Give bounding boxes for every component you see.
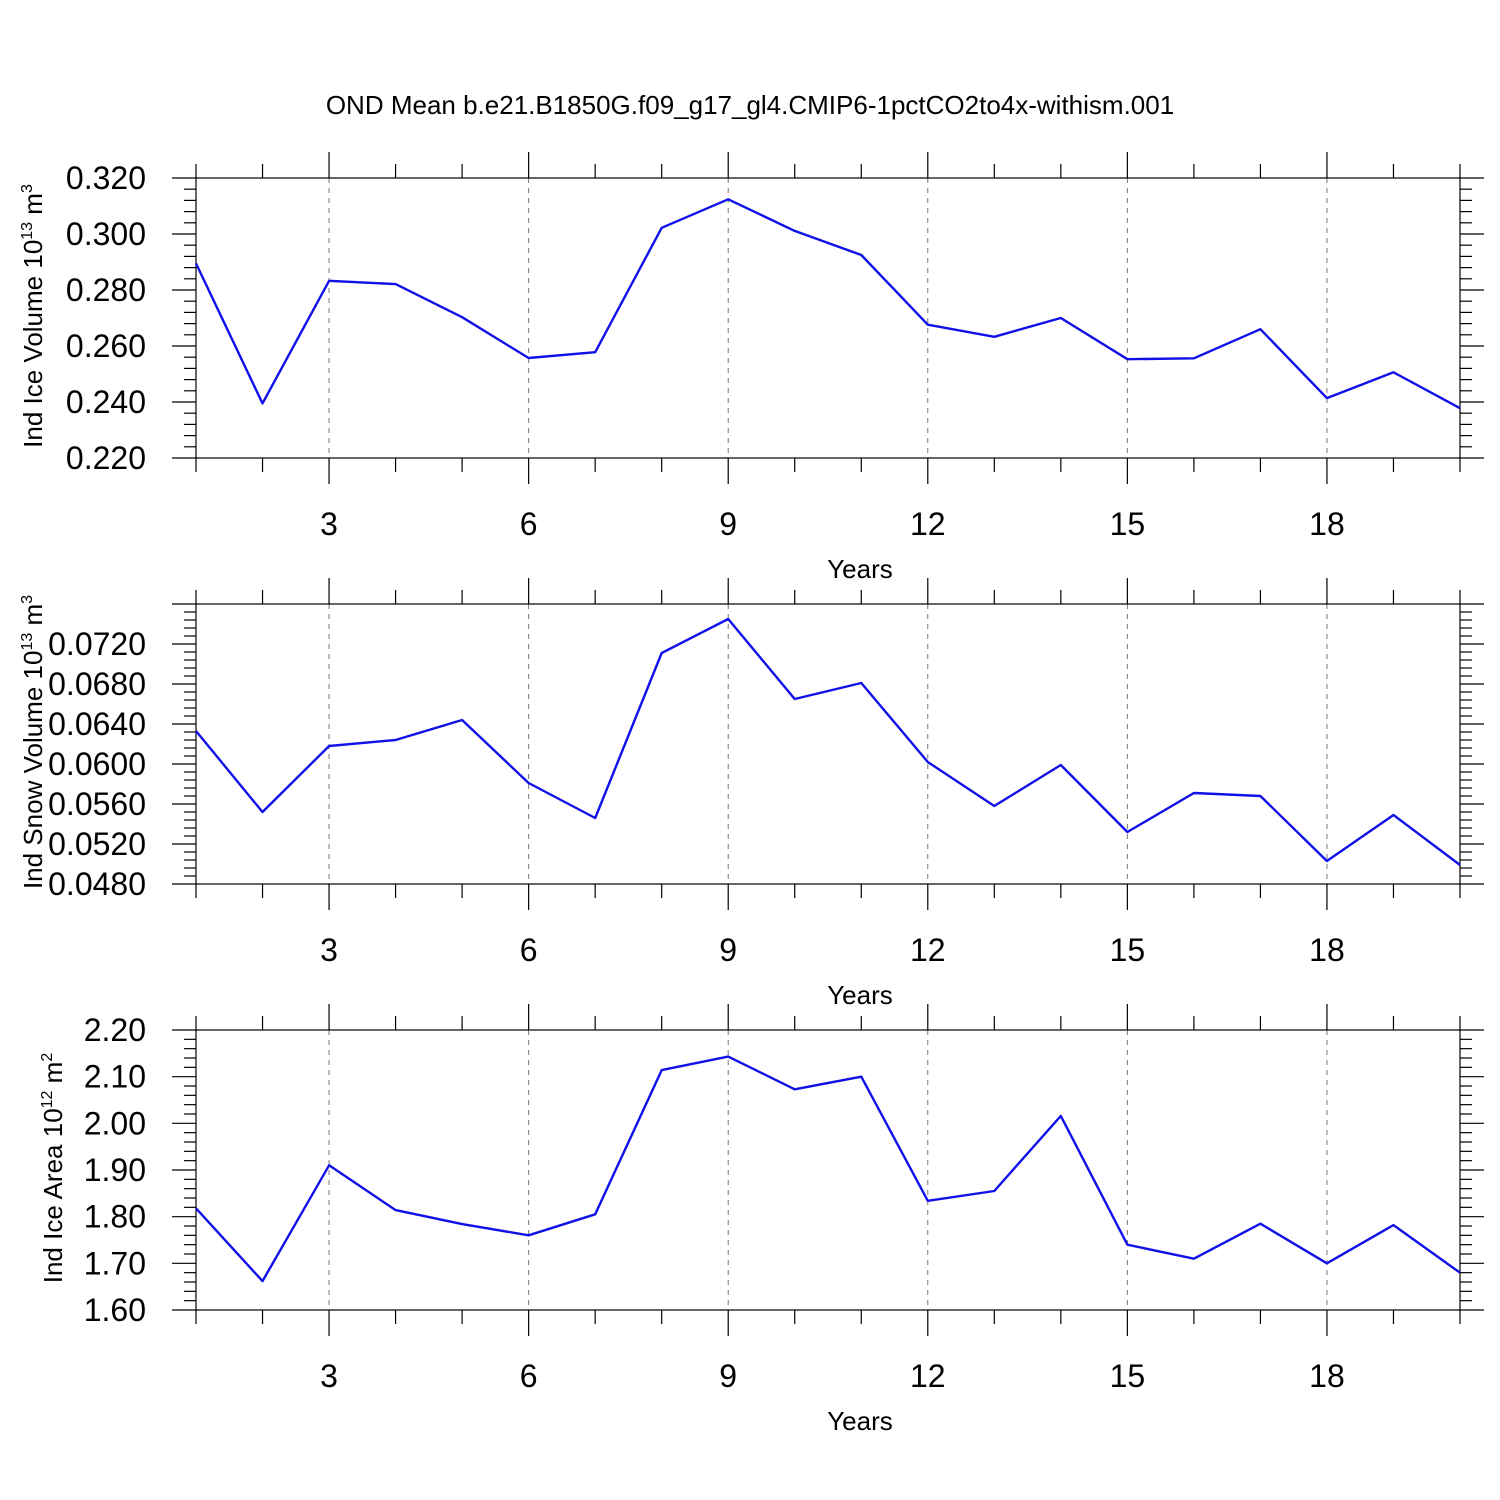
y-axis-label-exponent: 13 [19,633,36,651]
plot-frame [195,177,1461,459]
y-tick-label: 1.90 [84,1152,146,1188]
x-axis-label: Years [827,554,893,584]
y-axis-label: Ind Snow Volume 1013 m3 [18,595,48,889]
y-tick-label: 0.220 [66,440,146,476]
x-tick-label: 15 [1110,1358,1146,1394]
y-axis-label: Ind Ice Area 1012 m2 [38,1053,68,1284]
y-tick-label: 0.300 [66,216,146,252]
panels: 3 6 9 12 15 18 0.220 0.240 0.260 0.280 0.300 0.320 Y… [18,152,1484,1436]
y-axis-label-exponent: 13 [19,222,36,240]
y-axis-label-unit-exponent: 3 [19,184,36,193]
y-tick-label: 0.0480 [48,866,146,902]
y-axis-label-unit-exponent: 2 [39,1053,56,1062]
y-tick-label: 0.320 [66,160,146,196]
y-tick-label: 1.80 [84,1199,146,1235]
plot-frame [195,1029,1461,1311]
chart-title: OND Mean b.e21.B1850G.f09_g17_gl4.CMIP6-… [326,90,1174,120]
panel-1: 3 6 9 12 15 18 0.220 0.240 0.260 0.280 0.300 0.320 Y… [18,152,1484,584]
x-tick-label: 3 [320,1358,338,1394]
y-axis-label-unit-exponent: 3 [19,595,36,604]
y-tick-label: 0.0600 [48,746,146,782]
y-axis-label-unit: m [38,1062,68,1091]
y-tick-label: 0.0520 [48,826,146,862]
x-tick-label: 12 [910,932,946,968]
x-tick-label: 6 [520,506,538,542]
x-tick-label: 15 [1110,932,1146,968]
x-tick-label: 18 [1309,932,1345,968]
y-tick-label: 0.0560 [48,786,146,822]
x-tick-label: 12 [910,506,946,542]
y-tick-label: 0.0720 [48,626,146,662]
y-axis-label-text: Ind Ice Volume 10 [18,240,48,448]
y-tick-label: 0.0680 [48,666,146,702]
y-axis-label-unit: m [18,604,48,633]
x-tick-label: 9 [719,506,737,542]
y-tick-label: 0.0640 [48,706,146,742]
x-tick-label: 9 [719,932,737,968]
y-tick-label: 1.60 [84,1292,146,1328]
x-tick-label: 9 [719,1358,737,1394]
y-axis-label-exponent: 12 [39,1090,56,1108]
x-tick-label: 3 [320,932,338,968]
y-tick-label: 0.280 [66,272,146,308]
x-tick-label: 6 [520,1358,538,1394]
series-line [195,1055,1461,1283]
x-tick-label: 3 [320,506,338,542]
y-tick-label: 2.20 [84,1012,146,1048]
panel-2: 3 6 9 12 15 18 0.0480 0.0520 0.0560 0.0600 0.0640 0… [18,578,1484,1010]
y-axis-label-text: Ind Ice Area 10 [38,1108,68,1283]
y-tick-label: 0.260 [66,328,146,364]
y-axis-label: Ind Ice Volume 1013 m3 [18,184,48,448]
series-line [194,198,1461,410]
panel-3: 3 6 9 12 15 18 1.60 1.70 1.80 1.90 2.00 2.10 2.20 Yea… [38,1004,1484,1436]
y-tick-label: 2.00 [84,1105,146,1141]
x-tick-label: 15 [1110,506,1146,542]
x-axis-label: Years [827,980,893,1010]
x-tick-label: 18 [1309,1358,1345,1394]
x-tick-label: 6 [520,932,538,968]
x-axis-label: Years [827,1406,893,1436]
series-line [195,617,1461,866]
y-tick-label: 0.240 [66,384,146,420]
x-tick-label: 18 [1309,506,1345,542]
y-axis-label-unit: m [18,193,48,222]
y-tick-label: 1.70 [84,1245,146,1281]
x-tick-label: 12 [910,1358,946,1394]
y-tick-label: 2.10 [84,1059,146,1095]
plot-frame [195,603,1461,885]
y-axis-label-text: Ind Snow Volume 10 [18,651,48,890]
